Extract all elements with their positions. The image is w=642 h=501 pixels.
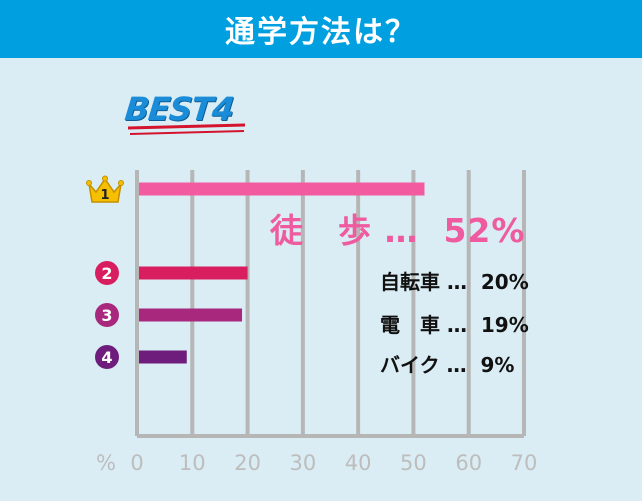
crown-icon: 1 bbox=[86, 175, 124, 209]
walk-label: 徒 歩 … 52% bbox=[270, 211, 526, 250]
bar-1 bbox=[139, 182, 425, 196]
x-tick-label: 0 bbox=[130, 451, 143, 475]
bar-3 bbox=[139, 308, 243, 322]
rank-2-number: 2 bbox=[101, 264, 112, 283]
bar-4 bbox=[139, 350, 187, 364]
x-tick-label: 30 bbox=[289, 451, 316, 475]
header-bar: 通学方法は？ bbox=[0, 0, 642, 58]
x-tick-label: 10 bbox=[179, 451, 206, 475]
x-tick-label: 40 bbox=[345, 451, 372, 475]
x-axis-unit: % bbox=[96, 451, 116, 475]
rank-2-circle bbox=[95, 261, 119, 285]
x-tick-label: 60 bbox=[455, 451, 482, 475]
page-title: 通学方法は？ bbox=[225, 15, 417, 50]
rank-4-number: 4 bbox=[101, 348, 112, 367]
badge-underline-2 bbox=[129, 130, 245, 135]
x-tick-label: 70 bbox=[511, 451, 538, 475]
motorbike-label: バイク … 9% bbox=[380, 353, 515, 377]
bicycle-label: 自転車 … 20% bbox=[380, 270, 529, 294]
rank-3-number: 3 bbox=[101, 306, 112, 325]
rank-3-circle bbox=[95, 303, 119, 327]
badge-underline-1 bbox=[127, 123, 246, 130]
x-tick-label: 50 bbox=[400, 451, 427, 475]
train-label: 電 車 … 19% bbox=[380, 313, 529, 337]
bar-2 bbox=[139, 266, 248, 280]
rank-4-circle bbox=[95, 345, 119, 369]
x-tick-label: 20 bbox=[234, 451, 261, 475]
rank-1-number: 1 bbox=[100, 188, 109, 203]
